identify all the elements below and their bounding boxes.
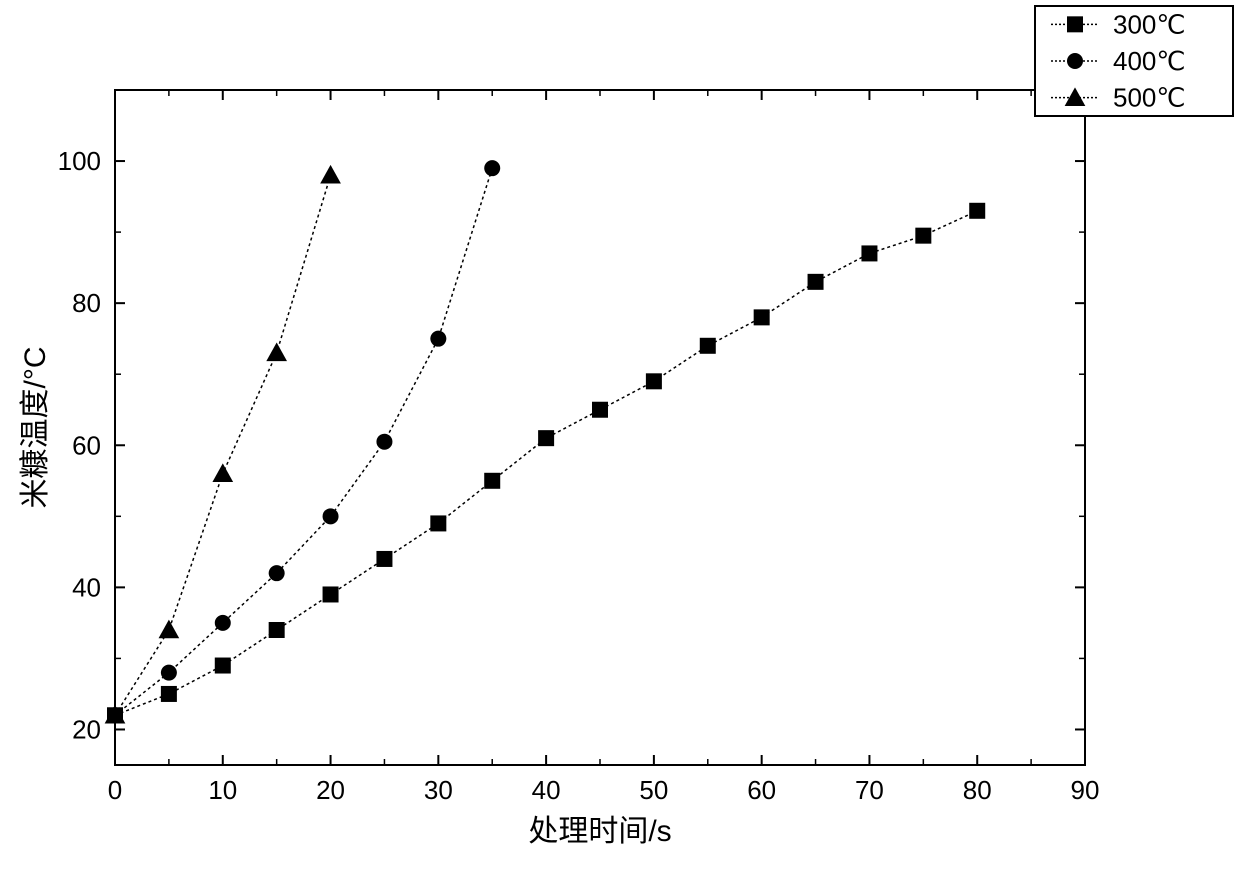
- marker-square: [323, 586, 339, 602]
- chart-svg: 0 10 20 30 40 50 60 70 80 90 20 40 60 80 100 处理时间/s 米糠温度…: [0, 0, 1240, 889]
- marker-square: [376, 551, 392, 567]
- marker-circle: [376, 434, 392, 450]
- marker-triangle: [212, 463, 233, 482]
- marker-square: [592, 402, 608, 418]
- x-tick-label: 80: [963, 775, 992, 805]
- x-tick-label: 90: [1071, 775, 1100, 805]
- marker-square: [646, 373, 662, 389]
- y-tick-label: 100: [58, 146, 101, 176]
- marker-square: [808, 274, 824, 290]
- marker-triangle: [320, 165, 341, 184]
- series-line-500℃: [115, 175, 331, 715]
- marker-square: [969, 203, 985, 219]
- legend-label: 500℃: [1113, 83, 1186, 113]
- marker-square: [269, 622, 285, 638]
- marker-circle: [1067, 53, 1083, 69]
- marker-square: [700, 338, 716, 354]
- legend-label: 300℃: [1113, 9, 1186, 39]
- marker-square: [538, 430, 554, 446]
- marker-circle: [323, 508, 339, 524]
- marker-circle: [215, 615, 231, 631]
- y-tick-label: 40: [72, 572, 101, 602]
- marker-square: [215, 658, 231, 674]
- x-tick-label: 0: [108, 775, 122, 805]
- marker-triangle: [266, 343, 287, 362]
- plot-border: [115, 90, 1085, 765]
- chart-container: 0 10 20 30 40 50 60 70 80 90 20 40 60 80 100 处理时间/s 米糠温度…: [0, 0, 1240, 889]
- marker-circle: [161, 665, 177, 681]
- x-tick-label: 50: [639, 775, 668, 805]
- x-axis-label: 处理时间/s: [528, 815, 671, 848]
- y-tick-label: 60: [72, 430, 101, 460]
- marker-square: [484, 473, 500, 489]
- marker-square: [1067, 16, 1083, 32]
- marker-circle: [430, 331, 446, 347]
- marker-square: [861, 245, 877, 261]
- marker-square: [754, 309, 770, 325]
- x-tick-label: 30: [424, 775, 453, 805]
- marker-circle: [484, 160, 500, 176]
- x-tick-label: 20: [316, 775, 345, 805]
- legend-label: 400℃: [1113, 46, 1186, 76]
- marker-triangle: [159, 620, 180, 639]
- y-tick-label: 80: [72, 288, 101, 318]
- x-tick-label: 60: [747, 775, 776, 805]
- y-axis-label: 米糠温度/°C: [19, 347, 52, 509]
- marker-square: [430, 515, 446, 531]
- series-line-300℃: [115, 211, 977, 715]
- marker-square: [915, 228, 931, 244]
- x-tick-label: 10: [208, 775, 237, 805]
- marker-square: [161, 686, 177, 702]
- marker-circle: [269, 565, 285, 581]
- y-tick-label: 20: [72, 714, 101, 744]
- x-tick-label: 40: [532, 775, 561, 805]
- x-tick-label: 70: [855, 775, 884, 805]
